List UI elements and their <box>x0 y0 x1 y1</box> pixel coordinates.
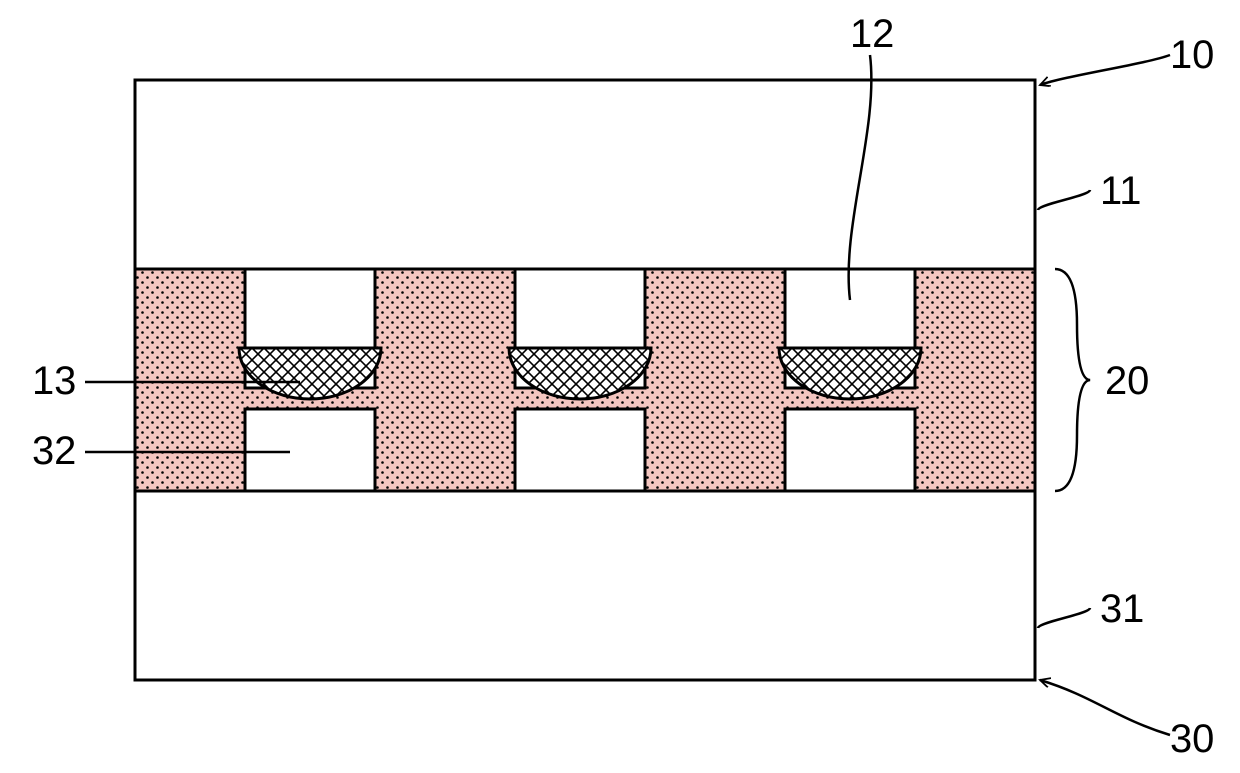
leader-n11 <box>1038 190 1090 210</box>
brace-n20 <box>1055 269 1090 491</box>
label-n13: 13 <box>32 362 76 402</box>
lower-cutout-2 <box>785 409 915 491</box>
diagram-stage: 10 11 12 20 13 32 31 30 <box>0 0 1240 773</box>
label-n12: 12 <box>850 15 894 55</box>
label-n32: 32 <box>32 432 76 472</box>
lower-cutout-0 <box>245 409 375 491</box>
lower-cutout-1 <box>515 409 645 491</box>
label-n10: 10 <box>1170 36 1214 76</box>
leader-n10 <box>1040 55 1170 85</box>
label-n31: 31 <box>1100 590 1144 630</box>
cross-section-diagram <box>0 0 1240 773</box>
label-n20: 20 <box>1105 362 1149 402</box>
label-n30: 30 <box>1170 720 1214 760</box>
label-n11: 11 <box>1100 172 1141 212</box>
leader-n31 <box>1038 608 1090 628</box>
leader-n30 <box>1040 680 1170 735</box>
